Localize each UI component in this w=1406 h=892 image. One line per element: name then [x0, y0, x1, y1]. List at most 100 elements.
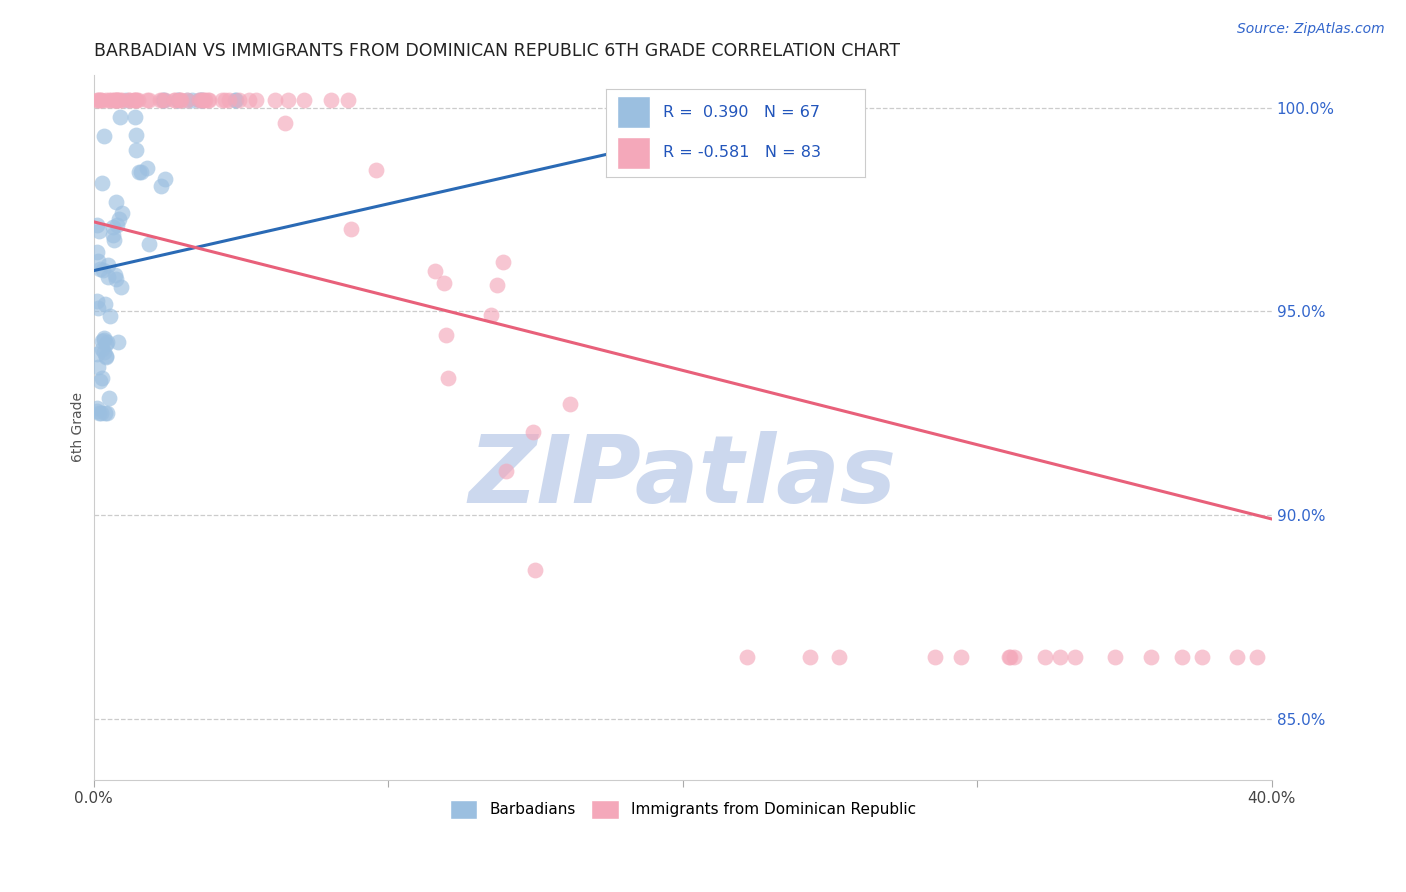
- Point: [1049, 650, 1071, 665]
- Point: [105, 272, 128, 286]
- Point: [86, 293, 108, 308]
- Point: [1226, 650, 1249, 665]
- Point: [245, 93, 267, 107]
- Point: [277, 93, 299, 107]
- Point: [107, 334, 129, 349]
- Point: [155, 93, 177, 107]
- Point: [91, 263, 114, 277]
- Point: [94, 349, 117, 363]
- Point: [191, 93, 214, 107]
- Point: [523, 563, 546, 577]
- Point: [167, 93, 190, 107]
- Point: [197, 93, 219, 107]
- Point: [107, 218, 129, 232]
- Point: [495, 465, 517, 479]
- Point: [105, 93, 128, 107]
- Point: [166, 93, 188, 107]
- Point: [1246, 650, 1268, 665]
- Point: [94, 337, 117, 351]
- Point: [292, 93, 315, 107]
- Point: [124, 111, 146, 125]
- Point: [479, 308, 502, 322]
- Point: [828, 650, 851, 665]
- Point: [176, 93, 198, 107]
- Point: [97, 93, 120, 107]
- Point: [170, 93, 193, 107]
- Point: [214, 93, 236, 107]
- Point: [150, 93, 173, 107]
- Point: [105, 194, 128, 209]
- Point: [211, 93, 233, 107]
- Point: [263, 93, 285, 107]
- Point: [86, 218, 108, 232]
- Point: [108, 211, 131, 226]
- Point: [94, 297, 117, 311]
- Point: [103, 233, 125, 247]
- Point: [104, 268, 127, 282]
- Point: [98, 309, 121, 323]
- Point: [110, 280, 132, 294]
- Point: [191, 93, 214, 107]
- Point: [90, 93, 112, 107]
- Point: [89, 375, 111, 389]
- Point: [163, 93, 186, 107]
- Point: [124, 93, 146, 107]
- Point: [87, 301, 110, 315]
- Y-axis label: 6th Grade: 6th Grade: [72, 392, 86, 462]
- Point: [197, 93, 219, 107]
- Point: [129, 165, 152, 179]
- Point: [89, 93, 111, 107]
- Point: [169, 93, 191, 107]
- Point: [337, 93, 360, 107]
- Point: [86, 347, 108, 361]
- Point: [90, 342, 112, 356]
- Point: [138, 236, 160, 251]
- Point: [340, 222, 363, 236]
- Point: [103, 93, 125, 107]
- Legend: Barbadians, Immigrants from Dominican Republic: Barbadians, Immigrants from Dominican Re…: [443, 794, 922, 825]
- Point: [366, 163, 388, 178]
- Point: [89, 262, 111, 277]
- Point: [93, 128, 115, 143]
- Point: [190, 93, 212, 107]
- Point: [111, 93, 134, 107]
- Point: [924, 650, 946, 665]
- Point: [103, 93, 125, 107]
- Point: [166, 93, 188, 107]
- Point: [97, 391, 120, 405]
- Point: [176, 93, 198, 107]
- Point: [125, 93, 148, 107]
- Point: [90, 334, 112, 349]
- Point: [187, 93, 209, 107]
- Point: [96, 335, 118, 350]
- Point: [1002, 650, 1025, 665]
- Point: [90, 93, 112, 107]
- Point: [94, 351, 117, 365]
- Point: [122, 93, 145, 107]
- Text: Source: ZipAtlas.com: Source: ZipAtlas.com: [1237, 22, 1385, 37]
- Point: [101, 220, 124, 235]
- Point: [188, 93, 211, 107]
- Point: [87, 253, 110, 268]
- Point: [86, 359, 108, 374]
- Point: [434, 328, 457, 343]
- Point: [93, 333, 115, 347]
- Point: [225, 93, 247, 107]
- Point: [319, 93, 342, 107]
- Point: [799, 650, 821, 665]
- Point: [492, 255, 515, 269]
- Point: [127, 93, 149, 107]
- Point: [150, 178, 173, 193]
- Point: [274, 115, 297, 129]
- Point: [93, 331, 115, 345]
- Point: [153, 93, 176, 107]
- Point: [110, 110, 132, 124]
- Point: [128, 165, 150, 179]
- Point: [91, 177, 114, 191]
- Point: [522, 425, 544, 439]
- Point: [181, 93, 204, 107]
- Point: [1191, 650, 1213, 665]
- Point: [1171, 650, 1194, 665]
- Point: [228, 93, 250, 107]
- Point: [735, 650, 758, 665]
